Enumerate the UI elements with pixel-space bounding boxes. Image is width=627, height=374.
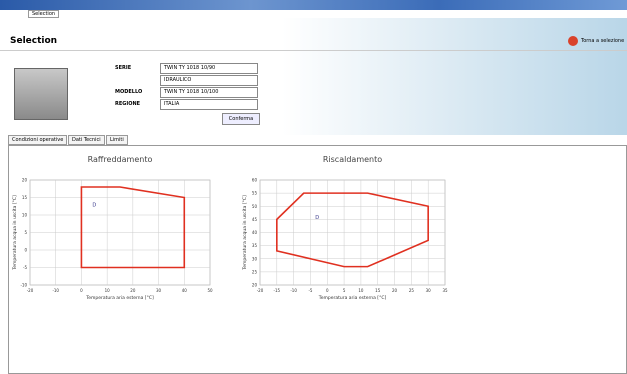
x-tick-label: 0 (80, 288, 83, 293)
x-tick-label: 10 (358, 288, 364, 293)
y-tick-label: 25 (252, 269, 258, 274)
tab[interactable]: Limiti (106, 135, 128, 145)
y-tick-label: 40 (252, 230, 258, 235)
field-label: MODELLO (115, 89, 142, 95)
field-value: TWIN TY 1018 10/100 (160, 87, 258, 98)
y-tick-label: 30 (252, 256, 258, 261)
y-tick-label: 45 (252, 217, 258, 222)
y-tick-label: -5 (23, 265, 27, 270)
app: Selection Selection Torna a selezione Co… (0, 0, 627, 374)
x-tick-label: 40 (182, 288, 188, 293)
field-label: REGIONE (115, 101, 140, 107)
y-tick-label: 0 (24, 248, 27, 253)
x-tick-label: 30 (156, 288, 162, 293)
x-tick-label: 20 (130, 288, 136, 293)
operating-point: D (315, 215, 319, 221)
tab[interactable]: Dati Tecnici (68, 135, 105, 145)
x-tick-label: 50 (207, 288, 213, 293)
chart-title: Riscaldamento (323, 155, 382, 164)
y-axis-label: Temperatura acqua in uscita [°C] (12, 195, 18, 271)
x-tick-label: -20 (257, 288, 264, 293)
field-label: SERIE (115, 65, 131, 71)
charts: Raffreddamento-20-1001020304050-10-50510… (0, 0, 627, 374)
tab[interactable]: Condizioni operative (8, 135, 67, 145)
x-tick-label: 5 (343, 288, 346, 293)
x-tick-label: 20 (392, 288, 398, 293)
y-tick-label: 60 (252, 178, 258, 183)
y-tick-label: 15 (22, 195, 28, 200)
y-tick-label: 55 (252, 191, 258, 196)
y-tick-label: 35 (252, 243, 258, 248)
x-tick-label: 30 (426, 288, 432, 293)
field-value: IDRAULICO (160, 75, 258, 86)
x-tick-label: -5 (308, 288, 312, 293)
x-tick-label: 0 (326, 288, 329, 293)
y-tick-label: 10 (22, 213, 28, 218)
x-tick-label: 10 (105, 288, 111, 293)
x-axis-label: Temperatura aria esterna [°C] (318, 295, 387, 301)
x-tick-label: 35 (442, 288, 448, 293)
x-tick-label: 15 (375, 288, 381, 293)
field-value: TWIN TY 1018 10/90 (160, 63, 258, 74)
y-tick-label: 20 (22, 178, 28, 183)
y-tick-label: 5 (24, 230, 27, 235)
chart-title: Raffreddamento (88, 155, 153, 164)
x-tick-label: -10 (290, 288, 297, 293)
operating-point: D (92, 203, 96, 209)
x-axis-label: Temperatura aria esterna [°C] (85, 295, 154, 301)
field-value: ITALIA (160, 99, 258, 110)
y-tick-label: -10 (20, 283, 27, 288)
x-tick-label: -15 (274, 288, 281, 293)
y-tick-label: 20 (252, 283, 258, 288)
x-tick-label: -20 (27, 288, 34, 293)
y-tick-label: 50 (252, 204, 258, 209)
x-tick-label: 25 (409, 288, 415, 293)
x-tick-label: -10 (52, 288, 59, 293)
y-axis-label: Temperatura acqua in uscita [°C] (242, 195, 248, 271)
